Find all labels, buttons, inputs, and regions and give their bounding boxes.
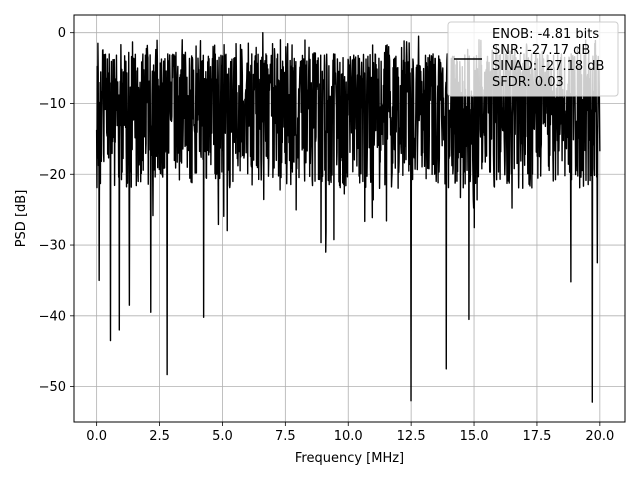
x-tick-label: 12.5 (397, 429, 426, 444)
x-tick-label: 7.5 (275, 429, 296, 444)
legend-box (447, 21, 619, 97)
x-tick-label: 20.0 (585, 429, 614, 444)
y-tick-label: −50 (39, 380, 66, 395)
x-tick-label: 0.0 (86, 429, 107, 444)
y-tick-label: −10 (39, 97, 66, 112)
x-tick-label: 2.5 (149, 429, 170, 444)
legend-sinad: SINAD: -27.18 dB (492, 59, 604, 74)
y-tick-label: −20 (39, 168, 66, 183)
x-tick-label: 17.5 (522, 429, 551, 444)
y-axis-label: PSD [dB] (14, 190, 29, 248)
legend: ENOB: -4.81 bits SNR: -27.17 dB SINAD: -… (447, 21, 619, 97)
x-tick-label: 10.0 (334, 429, 363, 444)
legend-enob: ENOB: -4.81 bits (492, 27, 599, 42)
x-axis-ticks: 0.0 2.5 5.0 7.5 10.0 12.5 15.0 17.5 20.0 (86, 422, 614, 444)
y-tick-label: 0 (58, 26, 66, 41)
x-axis-label: Frequency [MHz] (295, 451, 404, 466)
y-axis-ticks: 0 −10 −20 −30 −40 −50 (39, 26, 74, 395)
x-tick-label: 15.0 (460, 429, 489, 444)
legend-snr: SNR: -27.17 dB (492, 43, 590, 58)
x-tick-label: 5.0 (212, 429, 233, 444)
axes-frame (73, 14, 626, 423)
legend-sfdr: SFDR: 0.03 (492, 75, 564, 90)
y-tick-label: −40 (39, 309, 66, 324)
y-tick-label: −30 (39, 239, 66, 254)
